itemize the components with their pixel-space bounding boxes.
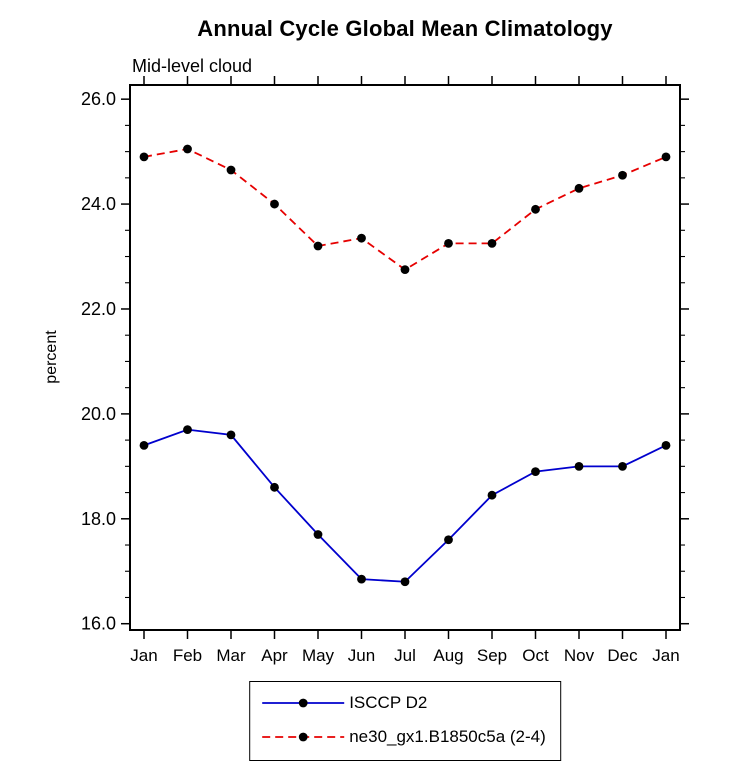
data-point-marker [574, 183, 584, 193]
x-tick-label: Dec [607, 646, 638, 665]
legend-label: ne30_gx1.B1850c5a (2-4) [349, 727, 546, 746]
legend-item: ne30_gx1.B1850c5a (2-4) [260, 720, 546, 754]
legend-sample-line [262, 732, 345, 742]
x-tick-label: Apr [261, 646, 288, 665]
legend-label: ISCCP D2 [349, 693, 428, 712]
data-point-marker [574, 461, 584, 471]
data-point-marker [661, 152, 671, 162]
y-tick-label: 22.0 [81, 299, 116, 319]
legend-sample-marker [298, 732, 308, 742]
legend-sample-marker [298, 698, 308, 708]
data-point-marker [313, 241, 323, 251]
data-point-marker [357, 574, 366, 584]
data-point-marker [139, 440, 149, 450]
data-point-marker [444, 239, 453, 248]
data-point-marker [531, 467, 540, 476]
data-point-marker [139, 152, 149, 162]
x-tick-label: Sep [477, 646, 507, 665]
x-tick-label: Oct [522, 646, 549, 665]
legend-item: ISCCP D2 [260, 686, 546, 720]
y-tick-label: 20.0 [81, 404, 116, 424]
data-point-marker [531, 204, 540, 214]
x-tick-label: Nov [564, 646, 595, 665]
x-tick-label: Aug [433, 646, 463, 665]
data-point-marker [487, 490, 497, 500]
series-line-1 [143, 148, 667, 271]
plot-frame [129, 84, 681, 631]
data-point-marker [226, 430, 236, 440]
x-tick-label: Jan [130, 646, 157, 665]
data-point-marker [400, 265, 410, 275]
data-point-marker [618, 461, 627, 471]
x-tick-label: Jan [652, 646, 679, 665]
chart-subtitle: Mid-level cloud [132, 56, 253, 76]
legend-sample-line [262, 698, 345, 708]
data-point-marker [357, 233, 366, 243]
y-tick-label: 24.0 [81, 194, 116, 214]
data-point-marker [270, 199, 279, 209]
y-tick-label: 16.0 [81, 614, 116, 634]
data-point-marker [444, 535, 453, 545]
data-point-marker [618, 170, 627, 180]
data-point-marker [313, 530, 323, 539]
x-tick-label: Mar [216, 646, 246, 665]
data-point-marker [270, 482, 279, 492]
data-point-marker [183, 425, 192, 435]
x-tick-label: Jun [348, 646, 375, 665]
data-point-marker [400, 577, 410, 587]
series-line-0 [143, 428, 667, 583]
x-tick-label: Feb [173, 646, 202, 665]
data-point-marker [661, 440, 671, 450]
chart-title: Annual Cycle Global Mean Climatology [197, 16, 613, 41]
x-tick-label: Jul [394, 646, 416, 665]
data-point-marker [487, 239, 497, 248]
data-point-marker [226, 165, 236, 175]
x-tick-label: May [302, 646, 335, 665]
legend: ISCCP D2 ne30_gx1.B1850c5a (2-4) [249, 681, 561, 761]
data-point-marker [183, 144, 192, 154]
y-tick-label: 18.0 [81, 509, 116, 529]
y-tick-label: 26.0 [81, 89, 116, 109]
